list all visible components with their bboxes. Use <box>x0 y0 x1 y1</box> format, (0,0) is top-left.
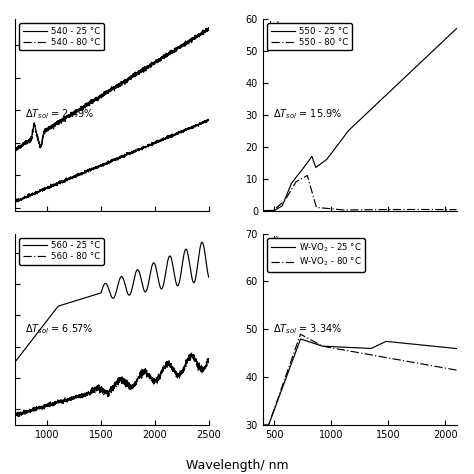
Text: Wavelength/ nm: Wavelength/ nm <box>186 459 288 472</box>
Legend: W-VO$_2$ - 25 °C, W-VO$_2$ - 80 °C: W-VO$_2$ - 25 °C, W-VO$_2$ - 80 °C <box>267 238 365 272</box>
Legend: 560 - 25 °C, 560 - 80 °C: 560 - 25 °C, 560 - 80 °C <box>19 238 104 265</box>
Text: $\Delta T_{sol}$ = 15.9%: $\Delta T_{sol}$ = 15.9% <box>273 107 342 121</box>
Text: $\Delta T_{sol}$ = 2.49%: $\Delta T_{sol}$ = 2.49% <box>25 107 94 121</box>
Text: $\Delta T_{sol}$ = 3.34%: $\Delta T_{sol}$ = 3.34% <box>273 322 342 336</box>
Text: $\Delta T_{sol}$ = 6.57%: $\Delta T_{sol}$ = 6.57% <box>25 322 93 336</box>
Legend: 550 - 25 °C, 550 - 80 °C: 550 - 25 °C, 550 - 80 °C <box>267 23 352 50</box>
Legend: 540 - 25 °C, 540 - 80 °C: 540 - 25 °C, 540 - 80 °C <box>19 23 104 50</box>
Text: d): d) <box>269 236 280 246</box>
Text: b): b) <box>269 21 280 31</box>
